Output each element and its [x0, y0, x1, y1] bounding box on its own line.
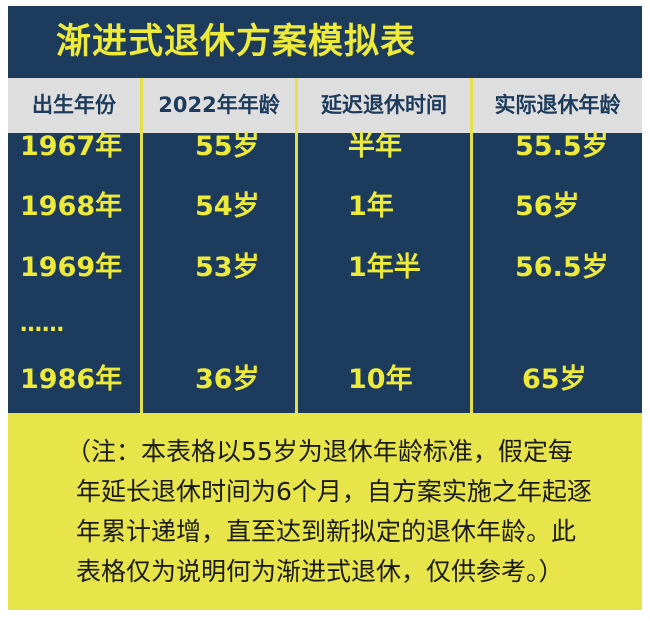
- table-row: 1986年 36岁 10年 65岁: [8, 355, 642, 405]
- column-divider: [470, 78, 473, 413]
- cell-actual-age: 56.5岁: [515, 252, 609, 283]
- table-row-ellipsis: ……: [8, 300, 642, 350]
- footnote-line: 表格仅为说明何为渐进式退休，仅供参考。）: [76, 557, 564, 586]
- cell-actual-age: 56岁: [515, 191, 580, 222]
- page-title: 渐进式退休方案模拟表: [56, 22, 417, 62]
- cell-delay-time: 10年: [348, 364, 413, 395]
- footnote-line: （注：本表格以55岁为退休年龄标准，假定每: [66, 437, 573, 466]
- header-actual-age: 实际退休年龄: [494, 93, 621, 117]
- cell-birth-year: 1967年: [20, 131, 123, 162]
- cell-birth-year: 1986年: [20, 364, 123, 395]
- cell-birth-year: 1968年: [20, 191, 123, 222]
- table-header-row: [8, 78, 642, 133]
- cell-delay-time: 1年: [348, 191, 394, 222]
- header-delay-time: 延迟退休时间: [321, 93, 447, 117]
- cell-age-2022: 53岁: [195, 252, 260, 283]
- table-row: 1969年 53岁 1年半 56.5岁: [8, 243, 642, 293]
- cell-delay-time: 1年半: [348, 252, 421, 283]
- column-divider: [140, 78, 143, 413]
- cell-birth-year: 1969年: [20, 252, 123, 283]
- header-age-2022: 2022年年龄: [158, 93, 280, 117]
- footnote-line: 年累计递增，直至达到新拟定的退休年龄。此: [76, 517, 577, 546]
- table-row: 1968年 54岁 1年 56岁: [8, 182, 642, 232]
- table-row: 1967年 55岁 半年 55.5岁: [8, 122, 642, 172]
- footnote-box: （注：本表格以55岁为退休年龄标准，假定每 年延长退休时间为6个月，自方案实施之…: [8, 413, 642, 610]
- column-divider: [295, 78, 298, 413]
- cell-actual-age: 65岁: [522, 364, 587, 395]
- footnote-line: 年延长退休时间为6个月，自方案实施之年起逐: [76, 477, 592, 506]
- header-birth-year: 出生年份: [32, 93, 116, 117]
- cell-ellipsis: ……: [20, 312, 64, 337]
- cell-delay-time: 半年: [348, 131, 402, 162]
- cell-age-2022: 36岁: [195, 364, 260, 395]
- cell-actual-age: 55.5岁: [515, 131, 609, 162]
- retirement-table-card: 渐进式退休方案模拟表 出生年份 2022年年龄 延迟退休时间 实际退休年龄 19…: [8, 6, 642, 610]
- cell-age-2022: 54岁: [195, 191, 260, 222]
- cell-age-2022: 55岁: [195, 131, 260, 162]
